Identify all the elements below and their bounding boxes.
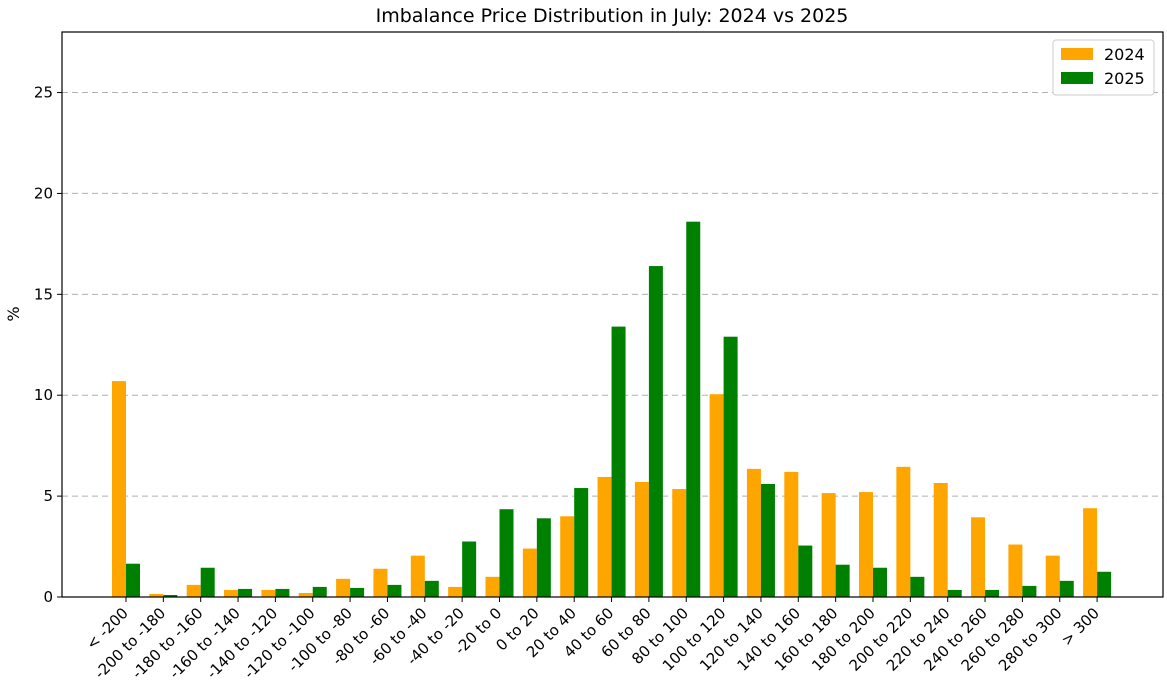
bar-2025-17: [760, 484, 775, 597]
bar-2024-17: [746, 468, 761, 597]
bar-2024-23: [971, 517, 986, 597]
bar-2025-24: [1022, 585, 1037, 597]
legend-label-2024: 2024: [1104, 45, 1145, 64]
bar-2025-20: [873, 567, 887, 597]
bar-2025-1: [163, 594, 178, 597]
bar-2025-22: [947, 589, 962, 597]
bar-2025-4: [275, 588, 290, 597]
legend-swatch-2024: [1061, 48, 1093, 60]
y-tick-label: 10: [34, 386, 53, 404]
legend-swatch-2025: [1061, 72, 1093, 84]
y-axis-ticks: 0 5 10 15 20 25: [34, 84, 62, 606]
bar-2025-9: [462, 541, 477, 597]
plot-frame: [61, 31, 1164, 598]
x-tick-label: > 300: [1058, 604, 1103, 649]
bar-2024-10: [485, 576, 500, 597]
bar-2025-7: [387, 584, 402, 597]
bar-2025-2: [200, 567, 215, 597]
bar-2024-4: [261, 589, 276, 597]
bar-2024-21: [896, 466, 911, 597]
bar-2024-18: [784, 471, 799, 597]
bar-2024-24: [1008, 544, 1023, 597]
bar-2025-25: [1059, 580, 1074, 597]
bar-2024-9: [448, 586, 463, 597]
bar-2024-19: [821, 493, 836, 597]
bar-2025-18: [798, 545, 813, 597]
y-tick-label: 25: [34, 84, 53, 102]
bar-2024-1: [149, 593, 164, 597]
bar-2025-26: [1097, 571, 1112, 597]
bar-2025-16: [723, 336, 738, 597]
bar-2024-11: [522, 548, 537, 597]
bar-2024-6: [336, 578, 351, 597]
bar-2025-5: [312, 586, 327, 597]
y-tick-label: 5: [43, 487, 53, 505]
y-tick-label: 20: [34, 184, 53, 202]
bar-2025-19: [835, 564, 850, 597]
legend: 2024 2025: [1052, 39, 1155, 96]
bar-2024-12: [560, 516, 575, 597]
bar-2024-0: [112, 381, 126, 597]
chart-title: Imbalance Price Distribution in July: 20…: [376, 5, 849, 27]
bar-2024-26: [1083, 508, 1098, 597]
y-tick-label: 15: [34, 285, 53, 303]
bar-2024-25: [1045, 555, 1060, 597]
bar-2024-5: [298, 592, 313, 597]
bars: [112, 221, 1112, 597]
bar-2024-8: [410, 555, 425, 597]
bar-2025-21: [910, 576, 925, 597]
bar-2024-13: [597, 476, 612, 597]
bar-2024-16: [709, 394, 724, 597]
y-tick-label: 0: [43, 588, 53, 606]
bar-2024-20: [859, 492, 873, 597]
bar-2025-23: [985, 589, 1000, 597]
bar-2025-8: [424, 580, 439, 597]
bar-2025-15: [686, 221, 701, 597]
bar-2025-13: [611, 326, 626, 597]
bar-2024-3: [224, 589, 239, 597]
legend-label-2025: 2025: [1104, 69, 1145, 88]
bar-2025-14: [648, 266, 663, 597]
bar-2025-10: [499, 509, 514, 597]
bar-2024-14: [634, 481, 649, 597]
bar-2025-12: [574, 488, 589, 597]
bar-2025-3: [238, 588, 253, 597]
bar-2025-11: [536, 518, 551, 597]
bar-2025-6: [350, 587, 365, 597]
bar-2024-2: [186, 584, 201, 597]
x-axis-ticks: < -200-200 to -180-180 to -160-160 to -1…: [83, 597, 1103, 682]
bar-2024-7: [373, 568, 388, 597]
bar-2024-22: [933, 482, 948, 597]
bar-2024-15: [672, 489, 687, 597]
bar-2025-0: [126, 563, 140, 597]
y-axis-label: %: [4, 306, 23, 321]
